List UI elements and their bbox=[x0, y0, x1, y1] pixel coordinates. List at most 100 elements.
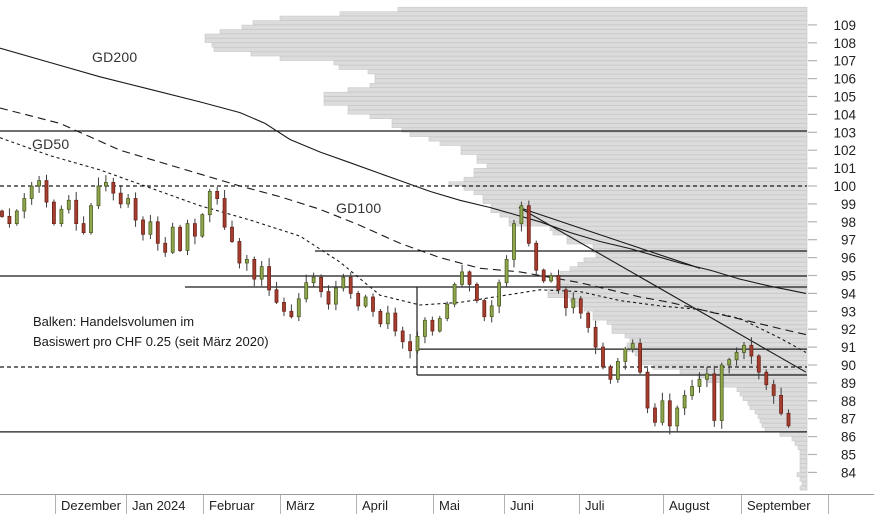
month-label: März bbox=[286, 498, 315, 513]
volume-bar bbox=[697, 373, 808, 379]
candle-up bbox=[170, 226, 175, 253]
volume-bar bbox=[547, 288, 808, 294]
volume-bar bbox=[338, 65, 808, 70]
volume-bar bbox=[241, 24, 808, 30]
volume-bar bbox=[749, 405, 808, 410]
candle-up bbox=[22, 198, 27, 212]
volume-bar bbox=[211, 42, 808, 48]
time-axis: Dezember Jan 2024 Februar März April Mai Juni J… bbox=[0, 494, 874, 514]
volume-bar bbox=[476, 154, 808, 160]
volume-bar bbox=[473, 190, 808, 196]
candle-down bbox=[653, 407, 657, 423]
volume-bar bbox=[629, 337, 808, 343]
volume-profile-note: Balken: Handelsvolumen im Basiswert pro … bbox=[33, 312, 269, 352]
candle-down bbox=[348, 276, 353, 294]
price-axis-label: 102 bbox=[833, 143, 856, 158]
volume-bar bbox=[463, 185, 808, 191]
candle-down bbox=[749, 344, 754, 357]
gd100-line bbox=[0, 107, 807, 336]
month-label: Jan 2024 bbox=[132, 498, 186, 513]
candle-down bbox=[564, 289, 568, 309]
candle-up bbox=[148, 221, 153, 235]
volume-bar bbox=[460, 150, 808, 155]
candle-up bbox=[14, 210, 19, 225]
gd100-label: GD100 bbox=[336, 200, 382, 216]
volume-bar bbox=[794, 440, 808, 446]
candle-down bbox=[534, 242, 539, 271]
candle-down bbox=[645, 371, 650, 409]
volume-bar bbox=[428, 136, 808, 142]
horizontal-lines bbox=[0, 130, 807, 433]
candle-up bbox=[37, 180, 41, 187]
candle-up bbox=[311, 276, 316, 284]
price-axis-label: 95 bbox=[841, 269, 856, 284]
volume-bar bbox=[566, 235, 808, 240]
price-axis-label: 98 bbox=[841, 215, 856, 230]
volume-bar bbox=[374, 78, 808, 84]
candle-up bbox=[89, 205, 93, 233]
volume-bar bbox=[250, 51, 808, 57]
candle-up bbox=[734, 352, 739, 361]
volume-bar bbox=[482, 199, 808, 205]
candle-up bbox=[616, 360, 620, 380]
volume-bar bbox=[799, 476, 808, 482]
candle-down bbox=[586, 312, 591, 328]
candle-down bbox=[526, 205, 531, 244]
candle-up bbox=[630, 343, 635, 350]
candle-down bbox=[52, 201, 56, 225]
gd50-line bbox=[0, 137, 807, 353]
candle-down bbox=[289, 310, 294, 318]
candle-up bbox=[445, 303, 450, 319]
volume-bar bbox=[369, 83, 808, 88]
price-axis-label: 87 bbox=[841, 412, 856, 427]
price-axis-label: 93 bbox=[841, 304, 856, 319]
candle-up bbox=[333, 287, 338, 305]
volume-bar bbox=[508, 217, 808, 222]
volume-bar bbox=[569, 266, 808, 272]
candle-up bbox=[682, 394, 687, 409]
volume-bar bbox=[799, 463, 808, 469]
candle-down bbox=[430, 319, 435, 332]
volume-bar bbox=[508, 221, 808, 227]
candle-up bbox=[207, 190, 212, 216]
volume-bar bbox=[391, 118, 808, 124]
candle-up bbox=[497, 282, 502, 307]
price-axis-label: 89 bbox=[841, 376, 856, 391]
month-label: Dezember bbox=[61, 498, 122, 513]
candle-down bbox=[267, 266, 272, 291]
trend-line bbox=[518, 206, 701, 269]
volume-bar bbox=[490, 203, 808, 209]
candle-up bbox=[296, 298, 301, 318]
candle-down bbox=[541, 269, 546, 282]
price-axis: 109 108 107 106 105 104 103 102 101 100 99 98 97 96 95… bbox=[808, 18, 856, 480]
candle-up bbox=[519, 205, 524, 224]
candle-up bbox=[452, 283, 457, 305]
volume-bar bbox=[747, 400, 808, 406]
candle-down bbox=[81, 223, 86, 234]
price-axis-label: 107 bbox=[833, 54, 856, 69]
volume-bar bbox=[764, 427, 808, 433]
volume-bar bbox=[552, 230, 808, 236]
candle-up bbox=[504, 258, 509, 284]
candle-down bbox=[371, 296, 375, 312]
month-label: Juli bbox=[585, 498, 605, 513]
candle-up bbox=[66, 199, 71, 210]
volume-bar bbox=[323, 96, 808, 102]
price-axis-label: 108 bbox=[833, 36, 856, 51]
gd50-label: GD50 bbox=[32, 136, 70, 152]
candle-down bbox=[192, 223, 197, 237]
candle-down bbox=[467, 271, 472, 285]
candle-down bbox=[356, 292, 361, 307]
price-axis-label: 86 bbox=[841, 430, 856, 445]
candle-up bbox=[512, 223, 516, 260]
candle-down bbox=[74, 199, 79, 225]
candle-down bbox=[274, 289, 279, 303]
volume-bar bbox=[279, 15, 808, 21]
candle-up bbox=[244, 258, 249, 264]
volume-bar bbox=[367, 69, 808, 75]
volume-bar bbox=[204, 33, 808, 39]
volume-bar bbox=[707, 378, 808, 384]
price-axis-label: 109 bbox=[833, 18, 856, 33]
